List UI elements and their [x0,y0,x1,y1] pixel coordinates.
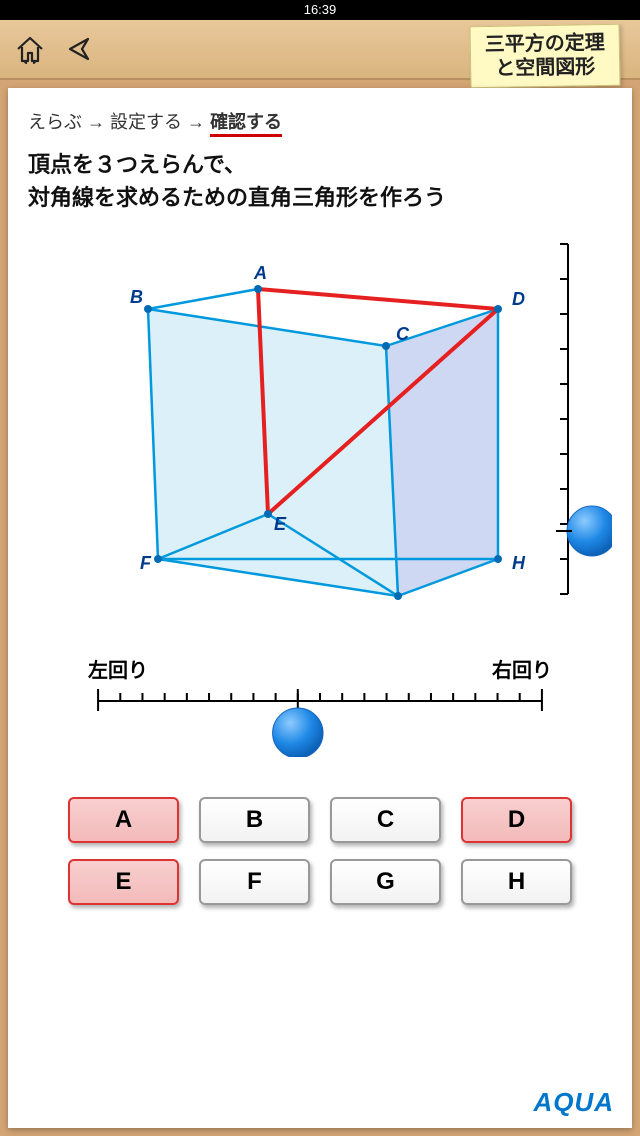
vertex-button-grid: ABCD EFGH [28,797,612,905]
breadcrumb: えらぶ → 設定する → 確認する [28,108,612,134]
vertex-button-f[interactable]: F [199,859,310,905]
svg-text:E: E [274,514,287,534]
vertex-button-d[interactable]: D [461,797,572,843]
title-note: 三平方の定理 と空間図形 [469,24,620,89]
breadcrumb-step3[interactable]: 確認する [210,112,282,137]
svg-text:A: A [253,263,267,283]
title-line1: 三平方の定理 [485,31,605,57]
home-icon [12,31,48,67]
cube-diagram[interactable]: A B C D E F H [28,234,548,634]
status-bar: 16:39 [0,0,640,20]
vertex-button-c[interactable]: C [330,797,441,843]
breadcrumb-step2[interactable]: 設定する [110,112,182,132]
vertex-button-b[interactable]: B [199,797,310,843]
svg-text:F: F [140,553,152,573]
figure-area: A B C D E F H [28,234,612,634]
vertical-slider[interactable] [552,234,612,604]
vertex-button-a[interactable]: A [68,797,179,843]
header: 三平方の定理 と空間図形 [0,20,640,80]
vertex-button-h[interactable]: H [461,859,572,905]
vertical-slider-thumb[interactable] [567,506,612,556]
svg-text:B: B [130,287,143,307]
vertex-button-g[interactable]: G [330,859,441,905]
instruction-text: 頂点を３つえらんで、 対角線を求めるための直角三角形を作ろう [28,148,612,214]
back-arrow-icon [62,31,98,67]
content-card: えらぶ → 設定する → 確認する 頂点を３つえらんで、 対角線を求めるための直… [8,88,632,1128]
svg-text:H: H [512,553,526,573]
horizontal-slider[interactable] [88,687,552,757]
horizontal-slider-wrap: 左回り 右回り [88,654,552,757]
horizontal-slider-thumb[interactable] [273,708,323,757]
svg-text:C: C [396,324,410,344]
title-line2: と空間図形 [485,55,605,81]
breadcrumb-step1[interactable]: えらぶ [28,112,82,132]
status-time: 16:39 [304,2,337,17]
vertex-button-e[interactable]: E [68,859,179,905]
h-slider-left-label: 左回り [88,654,148,683]
svg-text:D: D [512,289,525,309]
h-slider-right-label: 右回り [492,654,552,683]
back-button[interactable] [60,29,100,69]
brand-logo: AQUA [533,1087,614,1118]
home-button[interactable] [10,29,50,69]
